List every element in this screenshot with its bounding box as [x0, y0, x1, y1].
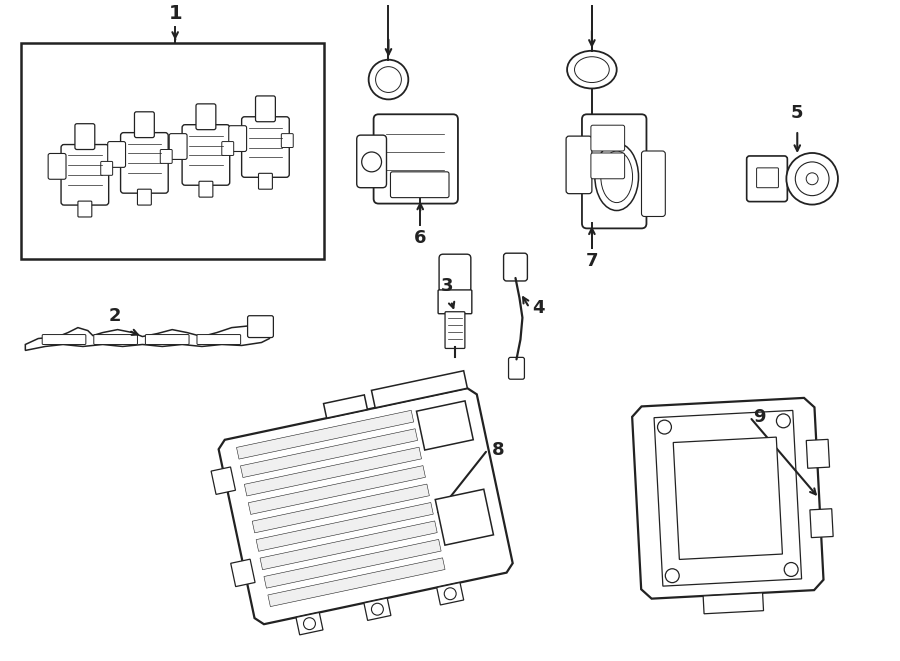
Circle shape: [787, 153, 838, 204]
Ellipse shape: [601, 151, 633, 202]
FancyBboxPatch shape: [504, 253, 527, 281]
Circle shape: [784, 563, 798, 576]
Polygon shape: [436, 582, 464, 605]
Ellipse shape: [567, 51, 616, 89]
Polygon shape: [372, 371, 467, 408]
FancyBboxPatch shape: [160, 149, 172, 163]
Polygon shape: [260, 521, 437, 570]
Polygon shape: [673, 437, 782, 559]
Circle shape: [777, 414, 790, 428]
Text: 9: 9: [753, 408, 766, 426]
Circle shape: [796, 162, 829, 196]
FancyBboxPatch shape: [197, 334, 240, 344]
FancyBboxPatch shape: [642, 151, 665, 217]
Polygon shape: [654, 410, 802, 586]
FancyBboxPatch shape: [757, 168, 778, 188]
FancyBboxPatch shape: [48, 153, 66, 179]
Polygon shape: [240, 429, 418, 477]
Text: 5: 5: [791, 104, 804, 122]
Ellipse shape: [574, 57, 609, 83]
Circle shape: [372, 603, 383, 615]
Text: 3: 3: [441, 277, 454, 295]
FancyBboxPatch shape: [256, 96, 275, 122]
FancyBboxPatch shape: [374, 114, 458, 204]
FancyBboxPatch shape: [356, 135, 386, 188]
Polygon shape: [230, 559, 255, 586]
FancyBboxPatch shape: [221, 141, 234, 155]
Circle shape: [375, 67, 401, 93]
Polygon shape: [264, 539, 441, 588]
Circle shape: [303, 617, 315, 630]
FancyBboxPatch shape: [258, 173, 273, 189]
FancyBboxPatch shape: [391, 172, 449, 198]
Text: 8: 8: [491, 441, 504, 459]
Circle shape: [369, 59, 409, 99]
Circle shape: [362, 152, 382, 172]
Polygon shape: [25, 326, 272, 350]
Polygon shape: [632, 398, 824, 599]
Text: 7: 7: [586, 253, 598, 270]
FancyBboxPatch shape: [138, 189, 151, 205]
Text: 2: 2: [108, 307, 121, 325]
FancyBboxPatch shape: [438, 290, 472, 314]
Ellipse shape: [595, 143, 638, 211]
Bar: [22, 43, 324, 259]
Polygon shape: [324, 395, 367, 418]
Polygon shape: [268, 558, 445, 607]
FancyBboxPatch shape: [121, 133, 168, 193]
Polygon shape: [810, 509, 833, 537]
Polygon shape: [245, 447, 421, 496]
Polygon shape: [703, 593, 763, 614]
Polygon shape: [212, 467, 236, 494]
Polygon shape: [252, 484, 429, 533]
FancyBboxPatch shape: [94, 334, 138, 344]
Circle shape: [658, 420, 671, 434]
Circle shape: [445, 588, 456, 600]
FancyBboxPatch shape: [591, 125, 625, 151]
Polygon shape: [256, 502, 433, 551]
Text: 4: 4: [533, 299, 544, 317]
Polygon shape: [806, 440, 830, 468]
FancyBboxPatch shape: [248, 316, 274, 338]
FancyBboxPatch shape: [241, 117, 289, 177]
FancyBboxPatch shape: [146, 334, 189, 344]
FancyBboxPatch shape: [78, 201, 92, 217]
Polygon shape: [237, 410, 414, 459]
FancyBboxPatch shape: [508, 358, 525, 379]
FancyBboxPatch shape: [439, 254, 471, 292]
FancyBboxPatch shape: [182, 125, 230, 185]
Polygon shape: [296, 613, 323, 635]
Polygon shape: [248, 465, 426, 514]
FancyBboxPatch shape: [282, 134, 293, 147]
Text: 6: 6: [414, 229, 427, 247]
Polygon shape: [417, 401, 473, 450]
Polygon shape: [219, 388, 513, 624]
FancyBboxPatch shape: [566, 136, 592, 194]
FancyBboxPatch shape: [582, 114, 646, 229]
FancyBboxPatch shape: [747, 156, 788, 202]
FancyBboxPatch shape: [169, 134, 187, 159]
Polygon shape: [364, 598, 391, 621]
Circle shape: [665, 568, 680, 582]
Circle shape: [806, 173, 818, 184]
Polygon shape: [436, 489, 493, 545]
FancyBboxPatch shape: [42, 334, 86, 344]
FancyBboxPatch shape: [75, 124, 94, 149]
Text: 1: 1: [168, 4, 182, 23]
FancyBboxPatch shape: [591, 153, 625, 178]
FancyBboxPatch shape: [108, 141, 125, 167]
FancyBboxPatch shape: [445, 312, 465, 348]
FancyBboxPatch shape: [134, 112, 154, 137]
FancyBboxPatch shape: [101, 161, 112, 175]
FancyBboxPatch shape: [61, 145, 109, 205]
FancyBboxPatch shape: [199, 181, 213, 197]
FancyBboxPatch shape: [229, 126, 247, 151]
FancyBboxPatch shape: [196, 104, 216, 130]
